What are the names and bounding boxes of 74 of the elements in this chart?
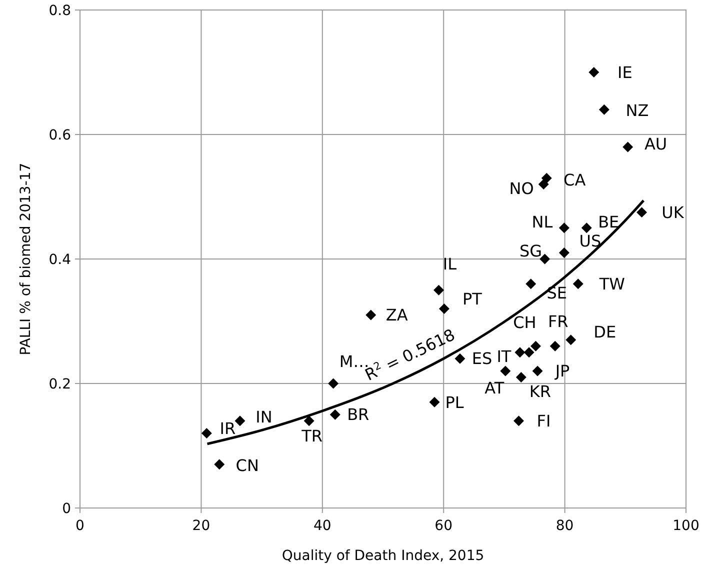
annotation: JP	[554, 362, 570, 381]
point	[526, 278, 536, 290]
annotation: CH	[513, 312, 536, 332]
annotation: AT	[484, 378, 504, 398]
point	[588, 67, 600, 78]
point	[538, 179, 549, 190]
x-axis-title: Quality of Death Index, 2015	[282, 548, 484, 564]
y-axis-title: PALLI % of biomed 2013-17	[18, 162, 34, 356]
point	[550, 340, 560, 352]
point	[540, 254, 550, 264]
point	[558, 222, 570, 234]
point	[201, 428, 212, 439]
annotation: US	[579, 231, 602, 250]
line-series	[206, 199, 645, 446]
point	[532, 366, 543, 376]
annotation: NZ	[626, 101, 649, 120]
annotation: TW	[598, 274, 626, 294]
point	[622, 142, 634, 152]
y-tick-label: 0.2	[48, 376, 71, 392]
annotation: UK	[662, 202, 684, 222]
annotation: IE	[617, 62, 632, 82]
point	[514, 347, 526, 358]
annotation: NL	[532, 212, 553, 232]
x-tick-label: 80	[556, 518, 574, 534]
annotation: IL	[442, 254, 457, 274]
point	[214, 459, 225, 470]
point	[581, 222, 592, 234]
point	[636, 207, 647, 218]
y-tick-label: 0	[62, 501, 71, 517]
annotation: KR	[529, 382, 551, 401]
annotation: IT	[496, 346, 512, 366]
y-tick-label: 0.6	[48, 128, 72, 144]
annotation: FI	[536, 411, 551, 430]
point	[514, 416, 524, 426]
annotation: FR	[548, 312, 568, 331]
point	[530, 340, 541, 352]
point	[572, 278, 584, 290]
point	[234, 416, 246, 426]
annotation: IN	[256, 407, 272, 426]
point	[366, 310, 376, 320]
annotation: TR	[300, 426, 323, 446]
x-tick-label: 40	[313, 518, 332, 534]
point	[328, 378, 339, 389]
point	[438, 304, 450, 314]
x-tick-label: 20	[192, 518, 210, 534]
y-tick-label: 0.4	[48, 252, 72, 268]
annotation: CA	[564, 170, 586, 190]
annotation: PT	[462, 289, 482, 308]
x-tick-label: 60	[434, 518, 453, 534]
point	[558, 248, 570, 258]
point	[304, 416, 314, 426]
annotation: SG	[520, 242, 542, 261]
point	[598, 104, 610, 115]
annotation: IR	[220, 418, 236, 438]
annotation: ZA	[386, 306, 408, 325]
x-tick-label: 0	[76, 518, 84, 534]
annotation: ES	[472, 349, 492, 368]
point	[516, 372, 526, 383]
y-tick-label: 0.8	[48, 3, 71, 19]
x-tick-label: 100	[672, 518, 700, 534]
annotation: BR	[347, 405, 370, 424]
point	[500, 366, 511, 376]
point	[330, 409, 340, 420]
point	[566, 334, 576, 346]
annotation: PL	[445, 392, 464, 412]
annotation: DE	[594, 322, 616, 342]
point	[454, 353, 466, 364]
annotation: AU	[644, 134, 668, 154]
point	[434, 284, 444, 296]
annotation: CN	[236, 456, 259, 476]
annotation: BE	[598, 212, 620, 232]
point	[429, 396, 440, 408]
annotation: NO	[509, 178, 534, 198]
point	[524, 347, 534, 358]
